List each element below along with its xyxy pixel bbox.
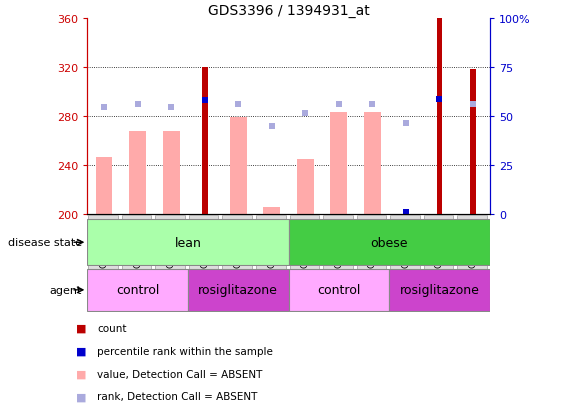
- Text: GSM172979: GSM172979: [100, 217, 109, 268]
- Bar: [297, 159, 314, 215]
- FancyBboxPatch shape: [323, 216, 352, 269]
- Text: GSM172982: GSM172982: [200, 217, 209, 268]
- FancyBboxPatch shape: [424, 216, 453, 269]
- Text: GSM172984: GSM172984: [267, 217, 276, 268]
- Bar: [87, 269, 188, 311]
- Text: GSM172980: GSM172980: [133, 217, 142, 268]
- FancyBboxPatch shape: [222, 216, 252, 269]
- Text: GSM172988: GSM172988: [468, 217, 477, 268]
- Text: ■: ■: [76, 323, 87, 333]
- Text: percentile rank within the sample: percentile rank within the sample: [97, 346, 273, 356]
- Bar: [263, 207, 280, 215]
- Text: rank, Detection Call = ABSENT: rank, Detection Call = ABSENT: [97, 392, 258, 401]
- Bar: [129, 131, 146, 215]
- Bar: [87, 220, 289, 266]
- Text: count: count: [97, 323, 127, 333]
- Title: GDS3396 / 1394931_at: GDS3396 / 1394931_at: [208, 4, 369, 18]
- Text: obese: obese: [370, 236, 408, 249]
- Text: GSM172986: GSM172986: [435, 217, 444, 268]
- Text: GSM172981: GSM172981: [167, 217, 176, 268]
- Bar: [436, 19, 443, 215]
- FancyBboxPatch shape: [457, 216, 487, 269]
- Text: rosiglitazone: rosiglitazone: [198, 284, 278, 297]
- FancyBboxPatch shape: [122, 216, 151, 269]
- Bar: [202, 68, 208, 215]
- Bar: [389, 269, 490, 311]
- Text: lean: lean: [175, 236, 202, 249]
- FancyBboxPatch shape: [189, 216, 218, 269]
- FancyBboxPatch shape: [289, 216, 319, 269]
- Text: GSM172990: GSM172990: [368, 217, 377, 268]
- Bar: [96, 157, 113, 215]
- Bar: [188, 269, 289, 311]
- Bar: [163, 131, 180, 215]
- FancyBboxPatch shape: [390, 216, 419, 269]
- FancyBboxPatch shape: [256, 216, 285, 269]
- Text: ■: ■: [76, 392, 87, 401]
- Bar: [403, 212, 409, 215]
- Text: rosiglitazone: rosiglitazone: [400, 284, 480, 297]
- Bar: [330, 113, 347, 215]
- Bar: [364, 113, 381, 215]
- Text: agent: agent: [49, 285, 82, 295]
- FancyBboxPatch shape: [356, 216, 386, 269]
- Bar: [230, 118, 247, 215]
- FancyBboxPatch shape: [155, 216, 185, 269]
- Bar: [289, 269, 389, 311]
- Text: GSM172989: GSM172989: [334, 217, 343, 268]
- Text: GSM172987: GSM172987: [301, 217, 310, 268]
- Text: GSM172983: GSM172983: [234, 217, 243, 268]
- Bar: [289, 220, 490, 266]
- Text: ■: ■: [76, 369, 87, 379]
- Text: ■: ■: [76, 346, 87, 356]
- Text: GSM172985: GSM172985: [401, 217, 410, 268]
- FancyBboxPatch shape: [88, 216, 118, 269]
- Text: value, Detection Call = ABSENT: value, Detection Call = ABSENT: [97, 369, 263, 379]
- Text: control: control: [116, 284, 159, 297]
- Bar: [470, 70, 476, 215]
- Text: control: control: [317, 284, 360, 297]
- Text: disease state: disease state: [7, 237, 82, 248]
